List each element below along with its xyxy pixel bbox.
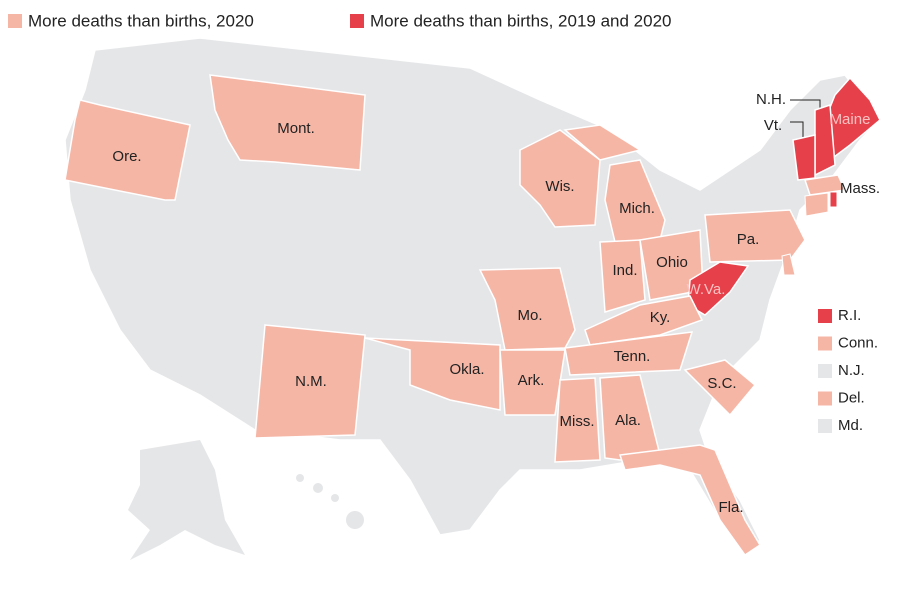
state <box>704 209 806 263</box>
small-state-swatch <box>818 336 832 351</box>
state-label: Tenn. <box>614 348 651 365</box>
small-state-label: Conn. <box>838 334 878 351</box>
state-label: S.C. <box>707 375 736 392</box>
state <box>499 349 566 416</box>
state-label: Mont. <box>277 120 315 137</box>
state <box>563 124 642 161</box>
state-label: Fla. <box>718 499 743 516</box>
state-label: Wis. <box>545 178 574 195</box>
state-label: Mass. <box>840 180 880 197</box>
small-state-label: R.I. <box>838 307 861 324</box>
state-label: Maine <box>830 111 871 128</box>
state-label: Okla. <box>449 361 484 378</box>
base-map <box>64 37 881 560</box>
state <box>254 324 366 439</box>
state <box>599 239 646 313</box>
legend-swatch <box>8 14 22 28</box>
state <box>683 359 757 417</box>
state-label: Vt. <box>764 117 782 134</box>
state-label: Miss. <box>560 413 595 430</box>
state <box>364 337 501 411</box>
hawaii <box>296 474 364 529</box>
state-label: Ala. <box>615 412 641 429</box>
state-label: N.H. <box>756 91 786 108</box>
state <box>804 174 847 196</box>
small-state-label: Del. <box>838 389 865 406</box>
state <box>829 191 838 208</box>
state-label: W.Va. <box>687 281 726 298</box>
state <box>554 377 601 463</box>
state-label: Mo. <box>517 307 542 324</box>
legend-label: More deaths than births, 2019 and 2020 <box>370 11 672 30</box>
state-label: Ind. <box>612 262 637 279</box>
state-label: Pa. <box>737 231 760 248</box>
state <box>564 331 694 376</box>
leader-line <box>790 121 804 140</box>
small-state-label: Md. <box>838 417 863 434</box>
small-state-label: N.J. <box>838 362 865 379</box>
alaska <box>128 440 245 560</box>
state-label: N.M. <box>295 373 327 390</box>
state <box>478 267 576 351</box>
state <box>209 74 366 171</box>
small-state-swatch <box>818 419 832 433</box>
legend-label: More deaths than births, 2020 <box>28 11 254 30</box>
small-state-swatch <box>818 391 832 406</box>
small-state-swatch <box>818 364 832 378</box>
state-label: Ark. <box>518 372 545 389</box>
state-label: Ore. <box>112 148 141 165</box>
state <box>618 444 762 557</box>
state-label: Ohio <box>656 254 688 271</box>
small-state-swatch <box>818 309 832 323</box>
state <box>64 99 191 201</box>
state <box>804 192 829 217</box>
state <box>519 129 601 228</box>
state-label: Mich. <box>619 200 655 217</box>
state-label: Ky. <box>650 309 671 326</box>
state <box>781 253 796 276</box>
legend-swatch <box>350 14 364 28</box>
